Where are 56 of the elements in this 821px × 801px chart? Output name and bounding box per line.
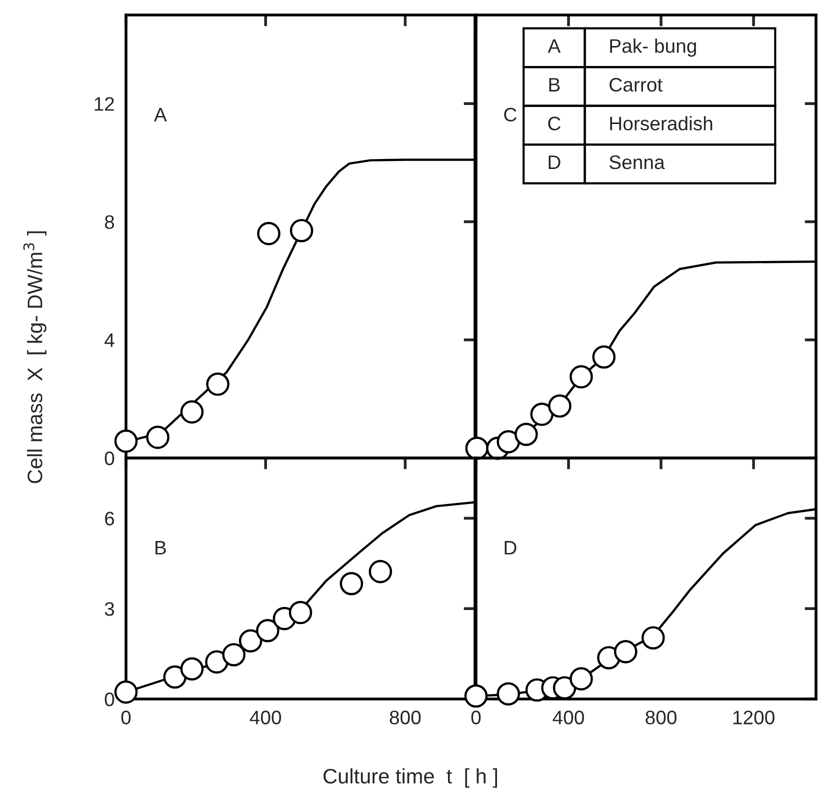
point <box>257 222 280 246</box>
annotation: Pak- bung <box>610 38 696 57</box>
y-tick-label: 4 <box>104 334 114 347</box>
point <box>530 402 554 426</box>
x-axis-title: Culture time t [ h ] <box>324 768 498 788</box>
point <box>614 640 638 664</box>
x-tick-label: 0 <box>471 710 481 724</box>
annotation: Senna <box>609 155 665 170</box>
point <box>642 626 665 650</box>
point <box>548 394 572 418</box>
y-tick-label: 6 <box>105 512 114 526</box>
point <box>368 560 392 584</box>
x-tick-label: 400 <box>552 710 584 724</box>
y-tick-label: 12 <box>94 97 114 111</box>
point <box>496 682 520 706</box>
point <box>496 430 520 454</box>
point <box>222 643 246 666</box>
y-tick-label: 8 <box>104 215 114 229</box>
y-tick-label: 0 <box>104 692 114 706</box>
x-tick-label: 400 <box>250 710 282 724</box>
point <box>570 667 593 690</box>
annotation: A <box>548 39 561 53</box>
y-tick-label: 0 <box>104 451 114 466</box>
annotation: Horseradish <box>610 116 712 130</box>
annotation: B <box>156 541 166 554</box>
point <box>114 430 138 453</box>
point <box>180 400 204 424</box>
point <box>180 657 204 681</box>
x-tick-label: 800 <box>390 710 421 724</box>
y-axis-title: Cell mass X [ kg- DW/m$^{3}$ ] <box>23 231 46 484</box>
point <box>570 365 593 388</box>
annotation: B <box>549 78 560 92</box>
point <box>552 676 576 700</box>
y-tick-label: 3 <box>104 602 114 616</box>
x-tick-label: 1200 <box>733 710 774 724</box>
annotation: C <box>548 116 560 130</box>
annotation: D <box>504 541 516 554</box>
point <box>340 572 364 596</box>
point <box>238 629 262 652</box>
point <box>146 426 170 449</box>
point <box>256 618 280 642</box>
point <box>163 665 186 689</box>
annotation: A <box>154 108 167 122</box>
point <box>514 422 538 446</box>
point <box>290 218 314 242</box>
annotation: C <box>504 108 516 122</box>
point <box>288 600 312 624</box>
annotation: D <box>548 156 560 169</box>
point <box>206 372 230 396</box>
point <box>464 684 488 708</box>
annotation: Carrot <box>610 78 662 92</box>
x-tick-label: 800 <box>646 710 676 724</box>
point <box>592 345 616 369</box>
point <box>205 650 228 674</box>
x-tick-label: 0 <box>121 710 131 724</box>
point <box>114 680 138 704</box>
